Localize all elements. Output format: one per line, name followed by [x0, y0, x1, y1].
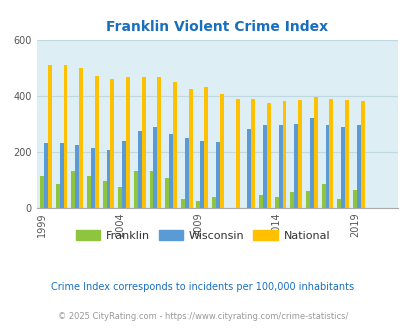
Bar: [75, 145, 79, 208]
Bar: [141, 78, 145, 208]
Bar: [134, 172, 137, 208]
Bar: [87, 176, 91, 208]
Bar: [137, 131, 141, 208]
Bar: [60, 144, 63, 208]
Bar: [126, 78, 130, 208]
Bar: [266, 103, 270, 208]
Bar: [153, 127, 157, 208]
Bar: [282, 101, 286, 208]
Bar: [157, 78, 161, 208]
Bar: [274, 197, 278, 208]
Bar: [91, 148, 95, 208]
Bar: [344, 100, 348, 208]
Bar: [106, 150, 110, 208]
Bar: [294, 124, 297, 208]
Bar: [169, 134, 173, 208]
Bar: [211, 197, 215, 208]
Bar: [79, 68, 83, 208]
Bar: [262, 125, 266, 208]
Bar: [110, 79, 114, 208]
Title: Franklin Violent Crime Index: Franklin Violent Crime Index: [106, 20, 328, 34]
Bar: [118, 187, 122, 208]
Bar: [180, 199, 184, 208]
Legend: Franklin, Wisconsin, National: Franklin, Wisconsin, National: [71, 226, 334, 245]
Bar: [247, 129, 251, 208]
Bar: [196, 201, 200, 208]
Text: Crime Index corresponds to incidents per 100,000 inhabitants: Crime Index corresponds to incidents per…: [51, 282, 354, 292]
Bar: [321, 184, 325, 208]
Bar: [290, 192, 294, 208]
Bar: [40, 176, 44, 208]
Bar: [356, 125, 360, 208]
Bar: [102, 181, 106, 208]
Bar: [251, 99, 254, 208]
Bar: [360, 101, 364, 208]
Bar: [313, 97, 317, 208]
Bar: [215, 142, 220, 208]
Bar: [337, 199, 340, 208]
Bar: [165, 179, 169, 208]
Bar: [48, 65, 52, 208]
Bar: [122, 141, 126, 208]
Bar: [258, 195, 262, 208]
Bar: [149, 172, 153, 208]
Bar: [235, 99, 239, 208]
Bar: [278, 125, 282, 208]
Bar: [305, 191, 309, 208]
Bar: [328, 99, 333, 208]
Text: © 2025 CityRating.com - https://www.cityrating.com/crime-statistics/: © 2025 CityRating.com - https://www.city…: [58, 312, 347, 321]
Bar: [340, 127, 344, 208]
Bar: [71, 172, 75, 208]
Bar: [220, 94, 223, 208]
Bar: [352, 190, 356, 208]
Bar: [173, 82, 177, 208]
Bar: [309, 118, 313, 208]
Bar: [184, 138, 188, 208]
Bar: [44, 144, 48, 208]
Bar: [63, 65, 67, 208]
Bar: [95, 76, 98, 208]
Bar: [188, 89, 192, 208]
Bar: [297, 100, 301, 208]
Bar: [325, 125, 328, 208]
Bar: [55, 184, 60, 208]
Bar: [200, 141, 204, 208]
Bar: [204, 87, 208, 208]
